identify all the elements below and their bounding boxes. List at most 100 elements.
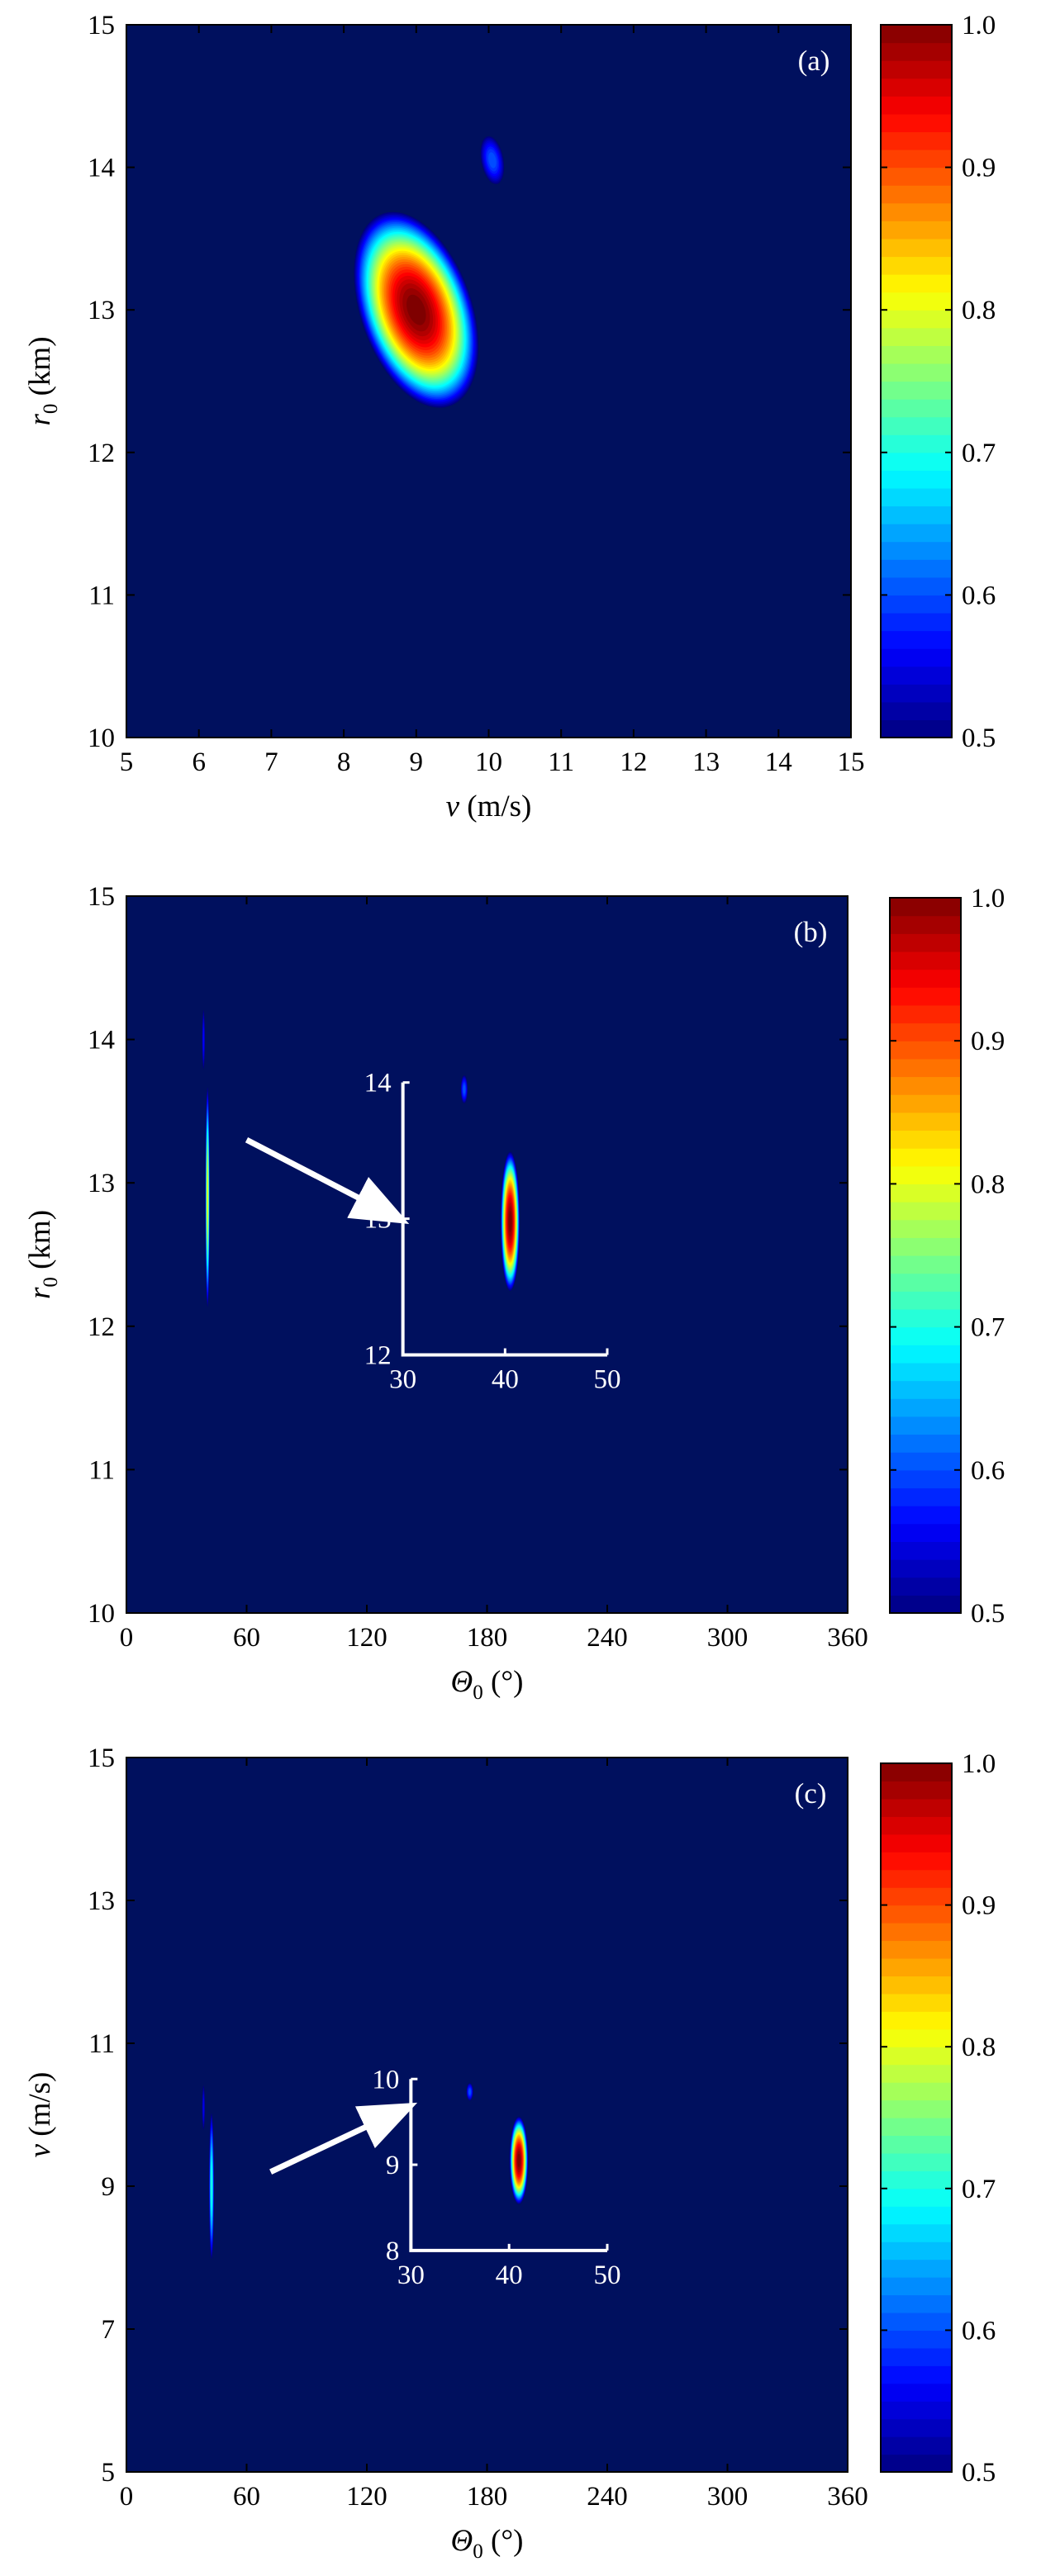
panel-a-plot-area (126, 25, 851, 738)
panel-a-ytick-label-0: 10 (88, 723, 115, 753)
panel-a-xtick-label-8: 13 (692, 747, 720, 777)
panel-a-xtick-label-1: 6 (192, 747, 206, 777)
panel-c-xtick-label-5: 300 (707, 2482, 749, 2512)
panel-c-colorbar: 0.5 0.6 0.7 0.8 0.9 1.0 (880, 1749, 996, 2488)
panel-c-ytick-label-3: 11 (88, 2029, 115, 2059)
panel-b-xtick-label-0: 0 (120, 1623, 134, 1653)
panel-c-arrow (269, 2102, 418, 2175)
panel-a-xtick-label-10: 15 (838, 747, 865, 777)
panel-b-colorbar-label-0: 0.5 (971, 1599, 1005, 1629)
panel-a-heatmap (354, 136, 505, 408)
panel-a-xtick-label-2: 7 (264, 747, 278, 777)
panel-a-ylabel: r0 (km) (23, 336, 62, 425)
panel-b-inset-peak-0 (500, 1151, 520, 1292)
panel-c-ytick-label-0: 5 (102, 2458, 116, 2488)
panel-b-arrow (245, 1137, 410, 1225)
panel-c-ytick-label-1: 7 (102, 2315, 116, 2345)
panel-a-ytick-label-2: 12 (88, 439, 115, 468)
panel-b-peak-1 (202, 1010, 206, 1070)
panel-c-colorbar-label-2: 0.7 (962, 2175, 996, 2204)
panel-c-peak-0 (209, 2113, 214, 2260)
panel-c-colorbar-frame (880, 1762, 953, 2473)
panel-c-inset-ytick-label-0: 8 (386, 2237, 400, 2266)
panel-c: 30 40 50 8 9 10 0 60 120 180 240 300 360 5 7 9 11 13 15 (c)… (23, 1743, 996, 2563)
panel-a-ytick-label-1: 11 (88, 581, 115, 610)
panel-b-xtick-label-2: 120 (346, 1623, 387, 1653)
panel-b-inset-xtick-label-0: 30 (389, 1365, 416, 1395)
panel-a-colorbar-label-2: 0.7 (962, 439, 996, 468)
panel-c-plot-area (126, 1758, 848, 2472)
panel-b-ytick-label-3: 13 (88, 1169, 115, 1198)
panel-b-xtick-label-4: 240 (587, 1623, 628, 1653)
panel-b-colorbar-label-4: 0.9 (971, 1027, 1005, 1056)
panel-c-colorbar-label-3: 0.8 (962, 2033, 996, 2062)
panel-c-colorbar-label-4: 0.9 (962, 1891, 996, 1921)
panel-a-ytick-label-5: 15 (88, 11, 115, 40)
panel-b-ytick-label-2: 12 (88, 1312, 115, 1342)
panel-b-ytick-label-1: 11 (88, 1455, 115, 1485)
panel-b-inset-ytick-label-2: 14 (364, 1069, 392, 1098)
panel-c-inset-ytick-label-1: 9 (386, 2151, 400, 2180)
panel-c-colorbar-label-5: 1.0 (962, 1749, 996, 1779)
panel-a-colorbar: 0.5 0.6 0.7 0.8 0.9 1.0 (880, 11, 996, 753)
panel-c-ytick-label-2: 9 (102, 2172, 116, 2202)
panel-b-ytick-label-5: 15 (88, 882, 115, 912)
panel-b-colorbar-label-2: 0.7 (971, 1313, 1005, 1343)
panel-a-xtick-label-5: 10 (475, 747, 502, 777)
panel-b-ytick-label-0: 10 (88, 1599, 115, 1629)
panel-a-ytick-label-3: 13 (88, 296, 115, 325)
panel-b-colorbar: 0.5 0.6 0.7 0.8 0.9 1.0 (889, 884, 1005, 1629)
panel-c-xtick-label-3: 180 (467, 2482, 508, 2512)
panel-b-colorbar-label-1: 0.6 (971, 1456, 1005, 1486)
panel-b-ylabel: r0 (km) (23, 1210, 62, 1299)
panel-c-inset-xtick-label-0: 30 (397, 2261, 425, 2290)
panel-b-inset-xtick-label-2: 50 (594, 1365, 621, 1395)
panel-c-inset-peak-1 (466, 2083, 473, 2101)
panel-c-xlabel: Θ0 (°) (451, 2524, 524, 2563)
panel-b-xtick-label-5: 300 (707, 1623, 749, 1653)
panel-b-colorbar-frame (889, 897, 962, 1614)
panel-c-ylabel: v (m/s) (23, 2072, 57, 2158)
panel-a-colorbar-label-3: 0.8 (962, 296, 996, 325)
panel-c-colorbar-label-0: 0.5 (962, 2458, 996, 2488)
panel-c-xtick-label-2: 120 (346, 2482, 387, 2512)
panel-b-peak-0 (205, 1087, 210, 1307)
panel-b-inset-peak-1 (460, 1075, 468, 1103)
panel-c-ytick-label-4: 13 (88, 1886, 115, 1916)
panel-c-peak-1 (202, 2085, 206, 2130)
panel-a-xtick-label-0: 5 (120, 747, 134, 777)
panel-c-inset-peak-0 (509, 2116, 529, 2204)
panel-a-label: (a) (798, 45, 830, 77)
panel-b-heatmap (202, 1010, 210, 1307)
panel-a-peak-1 (480, 136, 505, 184)
panel-b-xtick-label-1: 60 (233, 1623, 260, 1653)
panel-b-colorbar-label-3: 0.8 (971, 1169, 1005, 1199)
panel-a-peak-0 (354, 211, 479, 408)
panel-c-ytick-label-5: 15 (88, 1743, 115, 1773)
panel-b-inset-ytick-label-0: 12 (364, 1341, 392, 1371)
panel-c-xtick-label-6: 360 (827, 2482, 868, 2512)
panel-a-colorbar-label-1: 0.6 (962, 581, 996, 610)
panel-b-xtick-label-3: 180 (467, 1623, 508, 1653)
panel-a-xtick-label-9: 14 (765, 747, 792, 777)
panel-c-xtick-label-0: 0 (120, 2482, 134, 2512)
panel-a-xtick-label-3: 8 (337, 747, 351, 777)
panel-c-heatmap (202, 2085, 214, 2260)
panel-a-colorbar-label-5: 1.0 (962, 11, 996, 40)
panel-b-ytick-label-4: 14 (88, 1026, 115, 1056)
panel-c-label: (c) (795, 1777, 827, 1810)
panel-c-inset: 30 40 50 8 9 10 (372, 2065, 620, 2290)
panel-a-ytick-label-4: 14 (88, 154, 115, 183)
panel-c-colorbar-label-1: 0.6 (962, 2316, 996, 2346)
panel-b-label: (b) (794, 916, 828, 948)
panel-b-inset-xtick-label-1: 40 (492, 1365, 519, 1395)
panel-c-inset-xtick-label-2: 50 (594, 2261, 621, 2290)
panel-c-xtick-label-4: 240 (587, 2482, 628, 2512)
panel-a-xtick-label-4: 9 (410, 747, 424, 777)
panel-a-xtick-label-6: 11 (548, 747, 574, 777)
panel-b-xtick-label-6: 360 (827, 1623, 868, 1653)
panel-a-xtick-label-7: 12 (620, 747, 647, 777)
